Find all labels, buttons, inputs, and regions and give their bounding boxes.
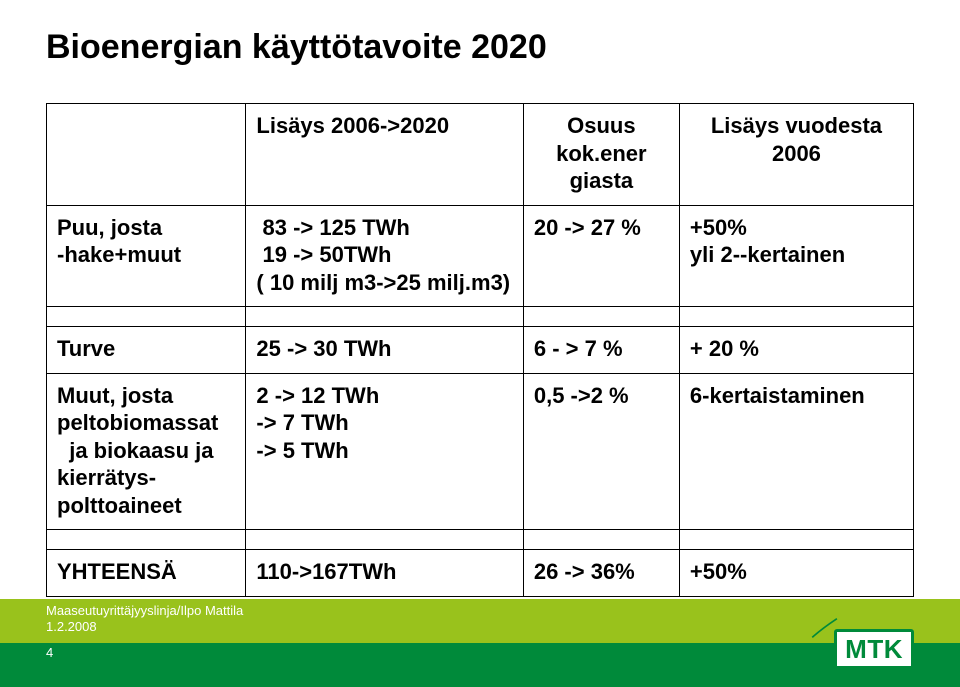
slide: Bioenergian käyttötavoite 2020 Lisäys 20… — [0, 0, 960, 687]
bioenergy-table: Lisäys 2006->2020 Osuus kok.energiasta L… — [46, 103, 914, 597]
table-cell: Turve — [47, 327, 246, 374]
table-spacer — [47, 530, 914, 550]
table-cell: Muut, jostapeltobiomassat ja biokaasu ja… — [47, 373, 246, 530]
table-cell: 0,5 ->2 % — [523, 373, 679, 530]
table-cell: +50%yli 2--kertainen — [679, 205, 913, 307]
table-cell: Puu, josta-hake+muut — [47, 205, 246, 307]
table-header-cell: Osuus kok.energiasta — [523, 104, 679, 206]
table-row-total: YHTEENSÄ 110->167TWh 26 -> 36% +50% — [47, 550, 914, 597]
table-cell: 2 -> 12 TWh-> 7 TWh-> 5 TWh — [246, 373, 523, 530]
table-cell: 83 -> 125 TWh 19 -> 50TWh( 10 milj m3->2… — [246, 205, 523, 307]
slide-title: Bioenergian käyttötavoite 2020 — [46, 28, 914, 67]
table-cell: 25 -> 30 TWh — [246, 327, 523, 374]
table-cell: +50% — [679, 550, 913, 597]
footer: Maaseutuyrittäjyyslinja/Ilpo Mattila 1.2… — [0, 599, 960, 687]
logo-box: MTK — [834, 629, 914, 669]
table-cell: + 20 % — [679, 327, 913, 374]
table-cell: 20 -> 27 % — [523, 205, 679, 307]
mtk-logo: MTK — [804, 615, 914, 677]
footer-line2: 1.2.2008 — [46, 619, 97, 634]
table-cell: 6-kertaistaminen — [679, 373, 913, 530]
table-cell: 26 -> 36% — [523, 550, 679, 597]
table-row: Turve 25 -> 30 TWh 6 - > 7 % + 20 % — [47, 327, 914, 374]
table-header-cell: Lisäys 2006->2020 — [246, 104, 523, 206]
table-spacer — [47, 307, 914, 327]
table-row: Puu, josta-hake+muut 83 -> 125 TWh 19 ->… — [47, 205, 914, 307]
table-header-cell: Lisäys vuodesta 2006 — [679, 104, 913, 206]
footer-line1: Maaseutuyrittäjyyslinja/Ilpo Mattila — [46, 603, 243, 618]
table-row: Muut, jostapeltobiomassat ja biokaasu ja… — [47, 373, 914, 530]
table-header-cell — [47, 104, 246, 206]
table-header-row: Lisäys 2006->2020 Osuus kok.energiasta L… — [47, 104, 914, 206]
footer-text: Maaseutuyrittäjyyslinja/Ilpo Mattila 1.2… — [46, 603, 243, 634]
table-cell: YHTEENSÄ — [47, 550, 246, 597]
page-number: 4 — [46, 645, 53, 660]
table-cell: 6 - > 7 % — [523, 327, 679, 374]
table-cell: 110->167TWh — [246, 550, 523, 597]
logo-text: MTK — [845, 634, 903, 665]
